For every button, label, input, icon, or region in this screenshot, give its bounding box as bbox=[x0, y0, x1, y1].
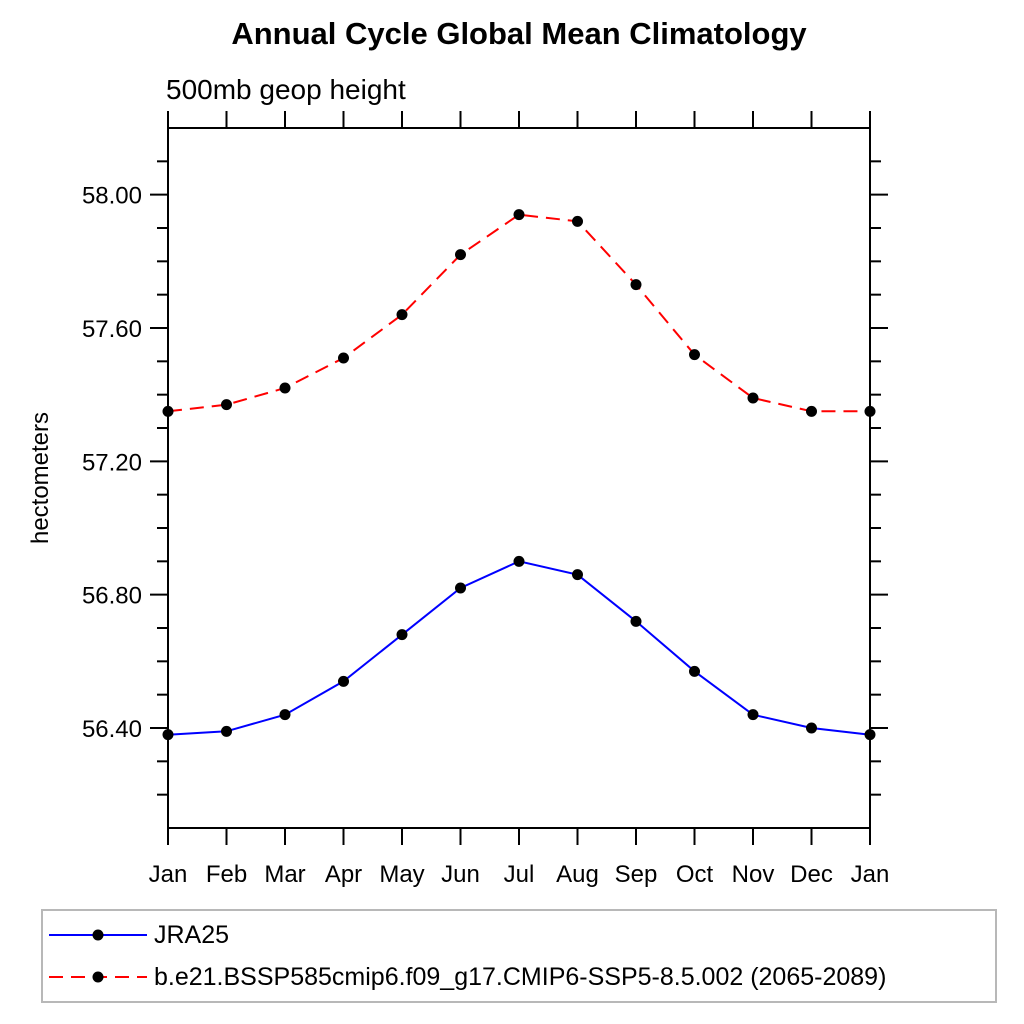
y-tick-label: 56.80 bbox=[82, 583, 142, 610]
legend-label-model: b.e21.BSSP585cmip6.f09_g17.CMIP6-SSP5-8.… bbox=[154, 962, 887, 991]
data-point-marker-series-0 bbox=[513, 555, 525, 567]
data-point-marker-series-0 bbox=[806, 722, 817, 734]
data-point-marker-series-1 bbox=[221, 399, 232, 411]
data-point-marker-series-1 bbox=[455, 249, 466, 261]
y-tick-label: 57.60 bbox=[82, 316, 142, 343]
chart-title: Annual Cycle Global Mean Climatology bbox=[231, 16, 807, 51]
data-point-marker-series-0 bbox=[338, 675, 349, 687]
data-point-marker-series-1 bbox=[747, 392, 759, 404]
legend-entry-jra25: JRA25 bbox=[43, 914, 995, 956]
legend-box: JRA25 b.e21.BSSP585cmip6.f09_g17.CMIP6-S… bbox=[41, 909, 997, 1003]
data-point-marker-series-0 bbox=[689, 665, 700, 677]
y-tick-label: 56.40 bbox=[82, 716, 142, 743]
data-point-marker-series-1 bbox=[864, 405, 876, 417]
data-point-marker-series-1 bbox=[806, 405, 817, 417]
x-tick-label: Jun bbox=[441, 861, 480, 888]
x-tick-label: Oct bbox=[676, 861, 714, 888]
data-point-marker-series-0 bbox=[279, 709, 291, 721]
x-tick-label: Jul bbox=[504, 861, 535, 888]
data-point-marker-series-0 bbox=[455, 582, 466, 594]
y-tick-label: 57.20 bbox=[82, 449, 142, 476]
data-point-marker-series-0 bbox=[864, 729, 876, 741]
data-point-marker-series-1 bbox=[396, 309, 408, 321]
x-tick-label: Apr bbox=[325, 861, 362, 888]
series-line-0 bbox=[167, 560, 871, 736]
legend-sample-line-dashed bbox=[49, 971, 147, 983]
x-tick-label: Mar bbox=[264, 861, 305, 888]
data-point-marker-series-1 bbox=[689, 349, 700, 361]
x-tick-label: Nov bbox=[732, 861, 775, 888]
data-point-marker-series-1 bbox=[162, 405, 174, 417]
legend-entry-model: b.e21.BSSP585cmip6.f09_g17.CMIP6-SSP5-8.… bbox=[43, 956, 995, 998]
data-point-marker-series-0 bbox=[162, 729, 174, 741]
legend-sample-line-solid bbox=[49, 929, 147, 941]
data-point-marker-series-0 bbox=[572, 569, 583, 581]
data-point-marker-series-0 bbox=[630, 615, 642, 627]
x-tick-label: Dec bbox=[790, 861, 833, 888]
data-point-marker-series-1 bbox=[513, 209, 525, 221]
y-tick-label: 58.00 bbox=[82, 183, 142, 210]
chart-subtitle: 500mb geop height bbox=[166, 74, 406, 105]
data-point-marker-series-0 bbox=[396, 629, 408, 641]
plot-frame bbox=[167, 127, 871, 829]
data-point-marker-series-0 bbox=[221, 725, 232, 737]
data-point-marker-series-1 bbox=[279, 382, 291, 394]
series-line-1 bbox=[167, 213, 870, 413]
data-point-marker-series-1 bbox=[572, 215, 583, 227]
legend-label-jra25: JRA25 bbox=[154, 920, 230, 949]
data-point-marker-series-0 bbox=[747, 709, 759, 721]
x-tick-label: Jan bbox=[149, 861, 188, 888]
data-point-marker-series-1 bbox=[630, 279, 642, 291]
x-tick-label: Jan bbox=[851, 861, 890, 888]
x-tick-label: May bbox=[379, 861, 424, 888]
x-tick-label: Aug bbox=[556, 861, 599, 888]
x-tick-label: Feb bbox=[206, 861, 247, 888]
data-point-marker-series-1 bbox=[338, 352, 349, 364]
x-tick-label: Sep bbox=[615, 861, 658, 888]
